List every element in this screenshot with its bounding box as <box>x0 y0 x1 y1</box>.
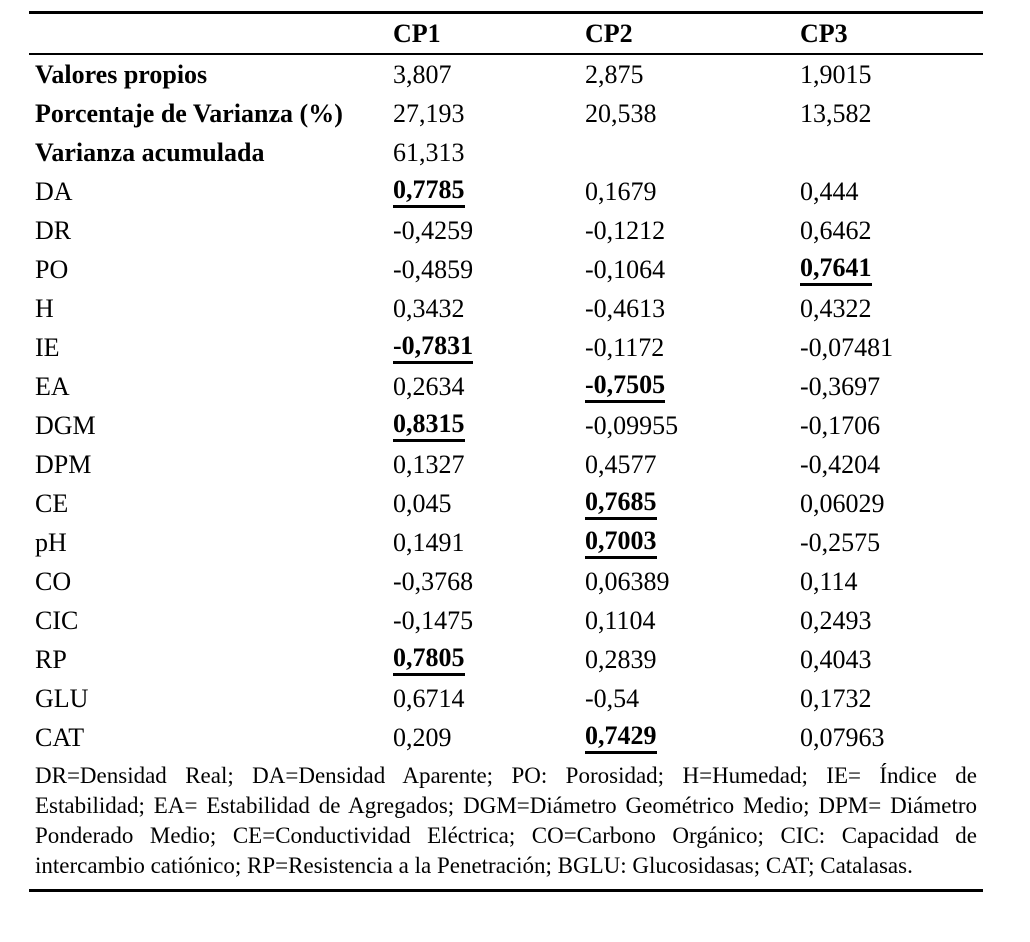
cell-value: 0,444 <box>800 176 859 206</box>
cell-value: -0,2575 <box>800 527 881 557</box>
row-label: RP <box>35 644 67 674</box>
row-label: pH <box>35 527 67 557</box>
cell-value: -0,1706 <box>800 410 881 440</box>
table-row: pH 0,1491 0,7003 -0,2575 <box>29 523 983 562</box>
cell-value: -0,7505 <box>585 370 800 403</box>
cell-value: 0,1491 <box>393 527 465 557</box>
row-label: DPM <box>35 449 92 479</box>
cell-value: 13,582 <box>800 98 872 128</box>
cell-value: 0,06029 <box>800 488 885 518</box>
cell-value: -0,4613 <box>585 293 666 323</box>
table-row: CIC -0,1475 0,1104 0,2493 <box>29 601 983 640</box>
cell-value: -0,54 <box>585 683 640 713</box>
table-row: DA 0,7785 0,1679 0,444 <box>29 172 983 211</box>
cell-value: 0,4577 <box>585 449 657 479</box>
cell-value: 1,9015 <box>800 59 872 89</box>
table-footnote: DR=Densidad Real; DA=Densidad Aparente; … <box>29 757 983 892</box>
table-row: EA 0,2634 -0,7505 -0,3697 <box>29 367 983 406</box>
row-label: H <box>35 293 54 323</box>
cell-value: 0,1327 <box>393 449 465 479</box>
table-body: Valores propios 3,807 2,875 1,9015 Porcentaj… <box>29 55 983 757</box>
column-header-cp1: CP1 <box>393 18 441 48</box>
column-header-cp3: CP3 <box>800 18 848 48</box>
cell-value: -0,1064 <box>585 254 666 284</box>
cell-value: 0,114 <box>800 566 858 596</box>
cell-value: -0,7831 <box>393 331 585 364</box>
table-row: Valores propios 3,807 2,875 1,9015 <box>29 55 983 94</box>
cell-value: -0,3697 <box>800 371 881 401</box>
cell-value: 0,7429 <box>585 721 800 754</box>
cell-value: -0,4259 <box>393 215 474 245</box>
table-row: DGM 0,8315 -0,09955 -0,1706 <box>29 406 983 445</box>
table-row: Porcentaje de Varianza (%) 27,193 20,538 13… <box>29 94 983 133</box>
table-row: Varianza acumulada 61,313 <box>29 133 983 172</box>
table-row: DR -0,4259 -0,1212 0,6462 <box>29 211 983 250</box>
cell-value: 0,6714 <box>393 683 465 713</box>
cell-value: 0,7685 <box>585 487 800 520</box>
row-label: CE <box>35 488 69 518</box>
cell-value: 0,2634 <box>393 371 465 401</box>
cell-value: -0,3768 <box>393 566 474 596</box>
cell-value: 20,538 <box>585 98 657 128</box>
cell-value: 0,1679 <box>585 176 657 206</box>
cell-value: -0,1172 <box>585 332 665 362</box>
table-row: PO -0,4859 -0,1064 0,7641 <box>29 250 983 289</box>
cell-value: -0,4859 <box>393 254 474 284</box>
row-label: DR <box>35 215 72 245</box>
cell-value: -0,1212 <box>585 215 666 245</box>
cell-value: 0,07963 <box>800 722 885 752</box>
row-label: CIC <box>35 605 79 635</box>
row-label: GLU <box>35 683 89 713</box>
cell-value: 0,7785 <box>393 175 585 208</box>
cell-value: 2,875 <box>585 59 644 89</box>
cell-value: 0,4043 <box>800 644 872 674</box>
cell-value: 0,2493 <box>800 605 872 635</box>
row-label: EA <box>35 371 70 401</box>
table-row: GLU 0,6714 -0,54 0,1732 <box>29 679 983 718</box>
cell-value: -0,1475 <box>393 605 474 635</box>
table-row: CO -0,3768 0,06389 0,114 <box>29 562 983 601</box>
table-row: CE 0,045 0,7685 0,06029 <box>29 484 983 523</box>
row-label: PO <box>35 254 69 284</box>
cell-value: 3,807 <box>393 59 452 89</box>
cell-value: 0,7003 <box>585 526 800 559</box>
column-header-cp2: CP2 <box>585 18 633 48</box>
table-header-row: CP1 CP2 CP3 <box>29 14 983 55</box>
row-label: CAT <box>35 722 85 752</box>
row-label: DGM <box>35 410 96 440</box>
table-row: IE -0,7831 -0,1172 -0,07481 <box>29 328 983 367</box>
row-label: Varianza acumulada <box>35 137 265 167</box>
table-row: DPM 0,1327 0,4577 -0,4204 <box>29 445 983 484</box>
cell-value: 0,7641 <box>800 253 983 286</box>
pca-table: CP1 CP2 CP3 Valores propios 3,807 2,875 1,9… <box>29 11 983 892</box>
table-row: RP 0,7805 0,2839 0,4043 <box>29 640 983 679</box>
table-row: H 0,3432 -0,4613 0,4322 <box>29 289 983 328</box>
row-label: CO <box>35 566 72 596</box>
cell-value: 0,7805 <box>393 643 585 676</box>
cell-value: 0,8315 <box>393 409 585 442</box>
cell-value: 27,193 <box>393 98 465 128</box>
row-label: IE <box>35 332 60 362</box>
cell-value: 0,2839 <box>585 644 657 674</box>
row-label: Porcentaje de Varianza (%) <box>35 98 343 128</box>
cell-value: 0,4322 <box>800 293 872 323</box>
cell-value: 61,313 <box>393 137 465 167</box>
cell-value: -0,09955 <box>585 410 679 440</box>
table-row: CAT 0,209 0,7429 0,07963 <box>29 718 983 757</box>
row-label: Valores propios <box>35 59 208 89</box>
cell-value: 0,06389 <box>585 566 670 596</box>
cell-value: 0,1104 <box>585 605 656 635</box>
row-label: DA <box>35 176 73 206</box>
cell-value: 0,045 <box>393 488 452 518</box>
cell-value: 0,209 <box>393 722 452 752</box>
cell-value: 0,1732 <box>800 683 872 713</box>
cell-value: -0,4204 <box>800 449 881 479</box>
cell-value: 0,3432 <box>393 293 465 323</box>
cell-value: 0,6462 <box>800 215 872 245</box>
cell-value: -0,07481 <box>800 332 894 362</box>
